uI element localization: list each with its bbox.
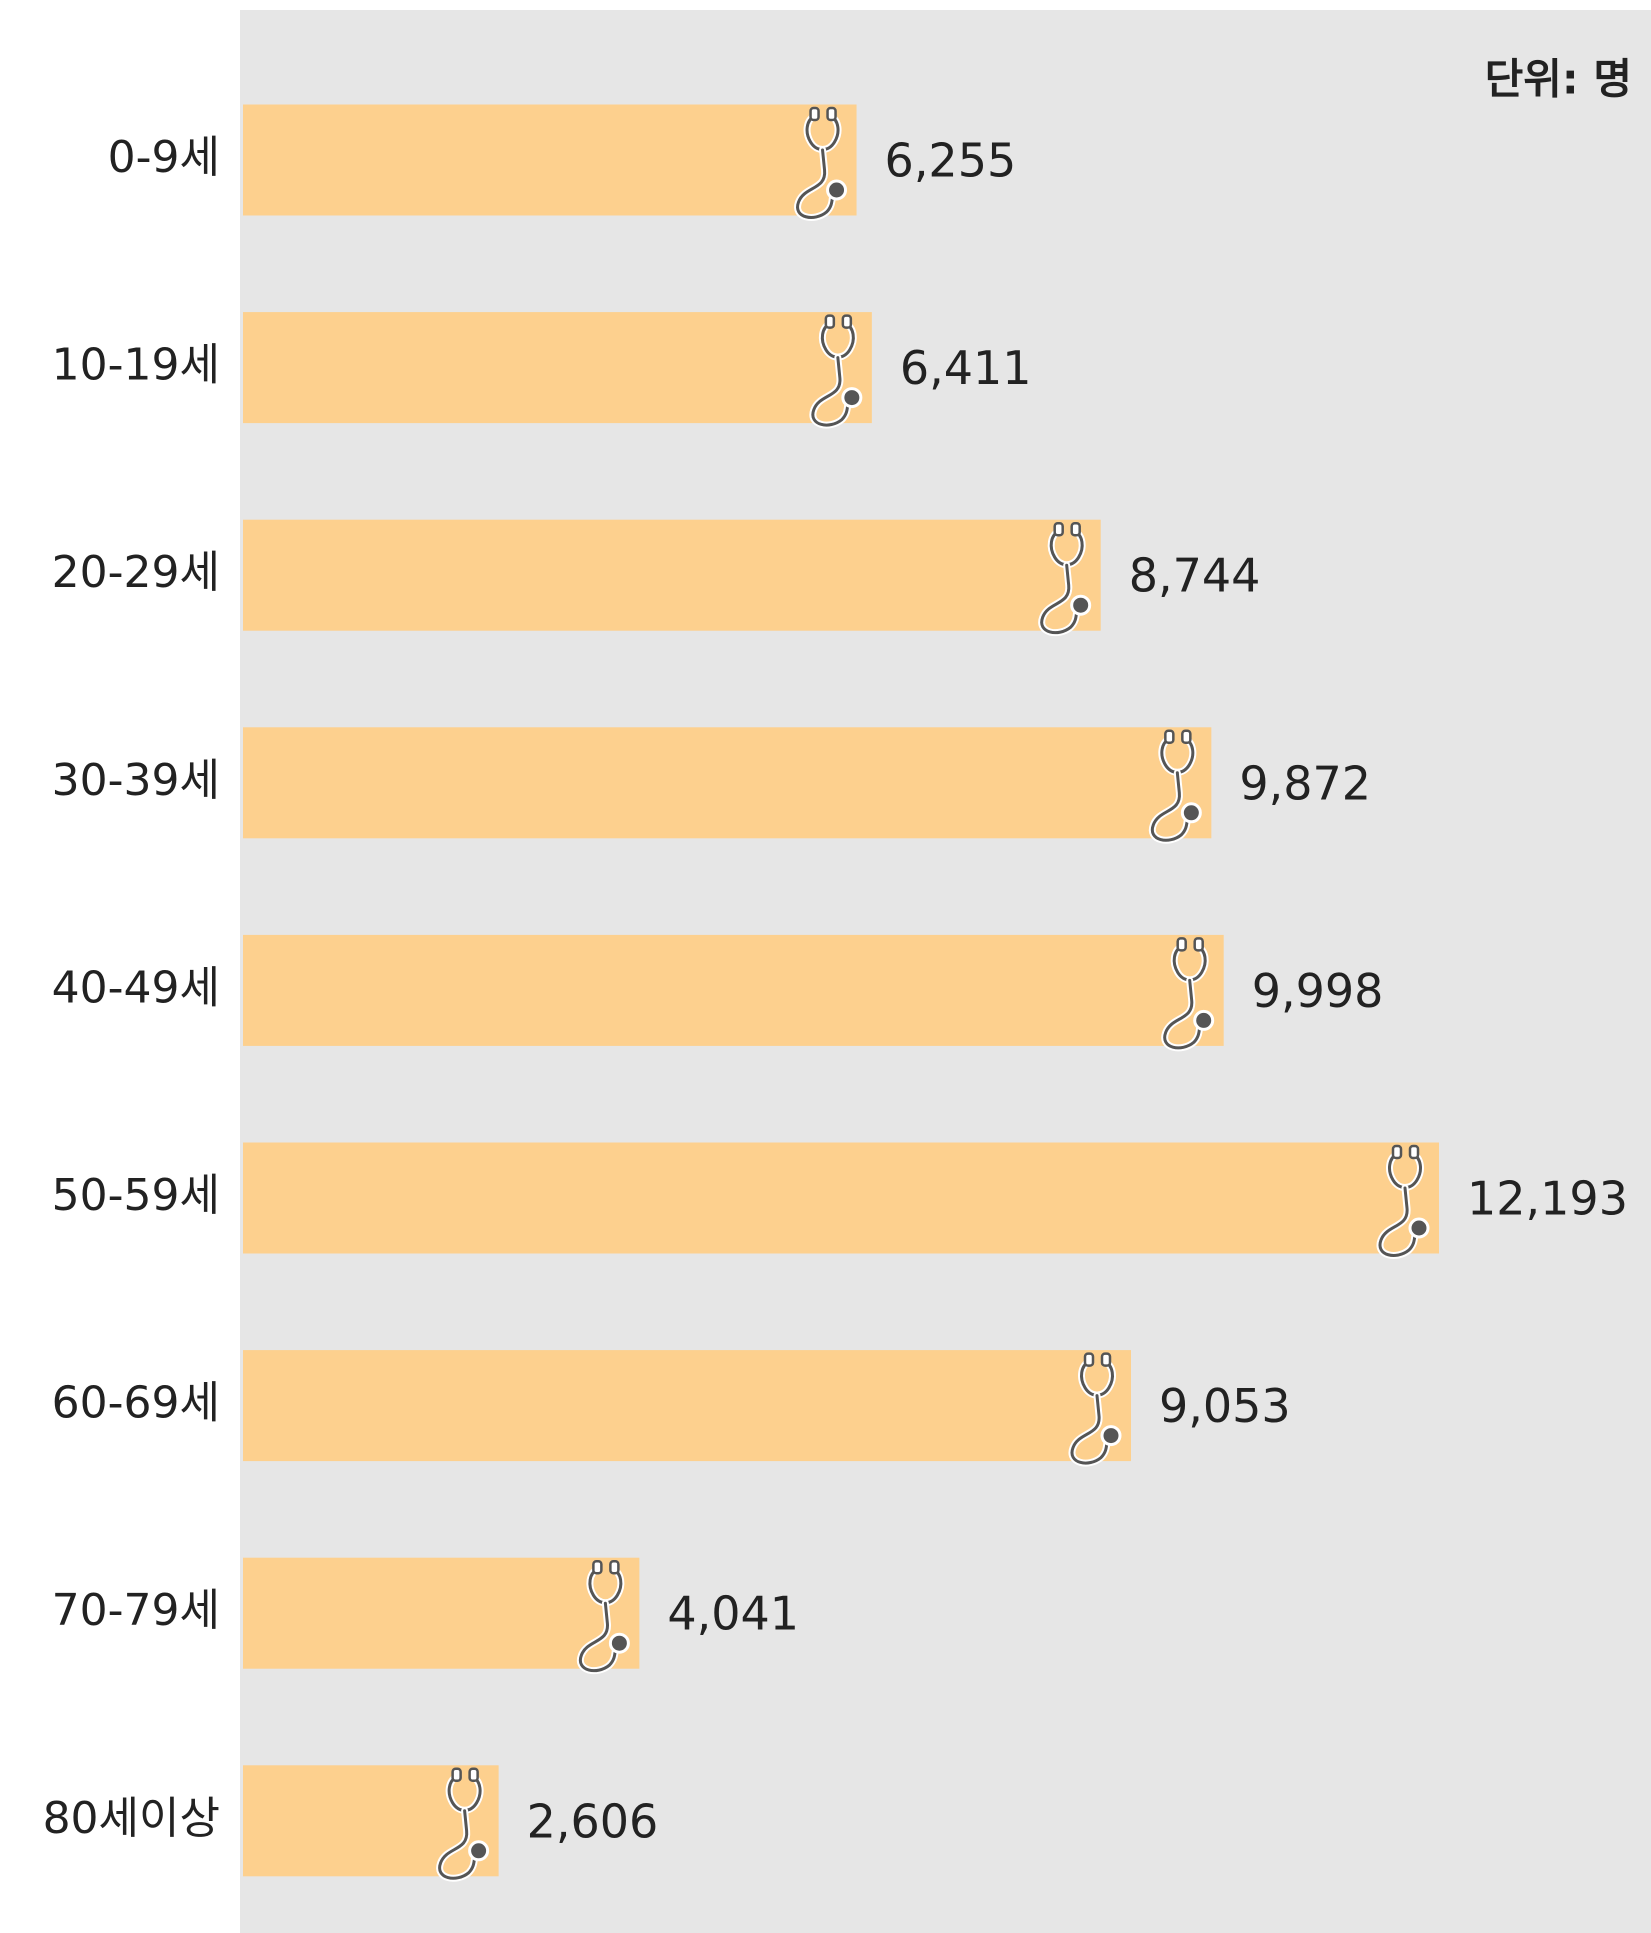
icon-tube	[796, 148, 837, 219]
icon-tube	[1040, 563, 1081, 635]
icon-earpiece	[809, 106, 820, 122]
category-label: 80세이상	[43, 1793, 220, 1844]
icon-earpiece	[1053, 521, 1064, 537]
icon-chestpiece	[1180, 802, 1202, 824]
bar	[243, 1557, 640, 1669]
value-label: 8,744	[1129, 549, 1261, 603]
stethoscope-icon	[436, 1767, 490, 1882]
stethoscope-icon	[1148, 729, 1202, 844]
icon-earpiece	[1070, 521, 1081, 537]
stethoscope-icon	[794, 106, 848, 221]
icon-chestpiece	[841, 387, 863, 409]
category-label: 0-9세	[108, 132, 220, 183]
value-label: 9,872	[1239, 756, 1371, 810]
icon-tube	[578, 1601, 619, 1673]
icon-earpiece	[1176, 937, 1187, 952]
category-label: 70-79세	[52, 1585, 220, 1636]
icon-earpiece	[1100, 1352, 1112, 1367]
icon-tube	[1163, 978, 1204, 1050]
icon-chestpiece	[1408, 1217, 1430, 1239]
icon-tube	[438, 1809, 479, 1880]
icon-earpiece	[824, 314, 836, 329]
icon-earpiece	[1391, 1144, 1403, 1160]
icon-chestpiece	[608, 1632, 630, 1654]
icon-chestpiece	[1070, 594, 1092, 616]
icon-earpiece	[1408, 1144, 1420, 1160]
value-label: 2,606	[527, 1794, 659, 1848]
icon-chestpiece	[468, 1840, 490, 1862]
bar	[243, 1142, 1439, 1254]
icon-chestpiece	[826, 179, 848, 201]
icon-tube	[1378, 1186, 1419, 1257]
icon-chestpiece	[1100, 1425, 1122, 1447]
stethoscope-icon	[1068, 1352, 1122, 1467]
value-label: 9,998	[1252, 964, 1384, 1018]
value-label: 6,411	[900, 341, 1032, 395]
bar	[243, 1350, 1132, 1462]
bar	[243, 1765, 499, 1877]
value-label: 6,255	[885, 134, 1017, 188]
icon-earpiece	[609, 1559, 620, 1575]
stethoscope-icon	[809, 314, 863, 429]
icon-earpiece	[826, 106, 837, 122]
stethoscope-icon	[576, 1559, 630, 1675]
icon-earpiece	[592, 1559, 603, 1575]
category-label: 60-69세	[52, 1378, 220, 1429]
value-label: 12,193	[1467, 1172, 1628, 1226]
bar	[243, 519, 1101, 631]
icon-earpiece	[451, 1767, 462, 1783]
unit-label: 단위: 명	[1485, 55, 1632, 104]
icon-tube	[811, 356, 852, 427]
category-label: 20-29세	[52, 547, 220, 598]
bar	[243, 312, 872, 424]
category-label: 40-49세	[52, 962, 220, 1013]
stethoscope-icon	[1038, 521, 1092, 637]
category-label: 30-39세	[52, 755, 220, 806]
bar	[243, 727, 1212, 839]
stethoscope-icon	[1376, 1144, 1430, 1259]
stethoscope-icon	[1161, 937, 1215, 1052]
icon-earpiece	[1193, 937, 1204, 952]
icon-earpiece	[841, 314, 853, 329]
icon-chestpiece	[1193, 1009, 1215, 1031]
category-label: 50-59세	[52, 1170, 220, 1221]
icon-tube	[1070, 1394, 1111, 1465]
bar	[243, 934, 1224, 1046]
icon-earpiece	[1164, 729, 1175, 745]
bar	[243, 104, 857, 216]
icon-earpiece	[1083, 1352, 1095, 1367]
value-label: 4,041	[667, 1587, 799, 1641]
icon-earpiece	[468, 1767, 479, 1783]
icon-earpiece	[1181, 729, 1192, 745]
value-label: 9,053	[1159, 1379, 1291, 1433]
icon-tube	[1150, 771, 1191, 842]
category-label: 10-19세	[52, 340, 220, 391]
